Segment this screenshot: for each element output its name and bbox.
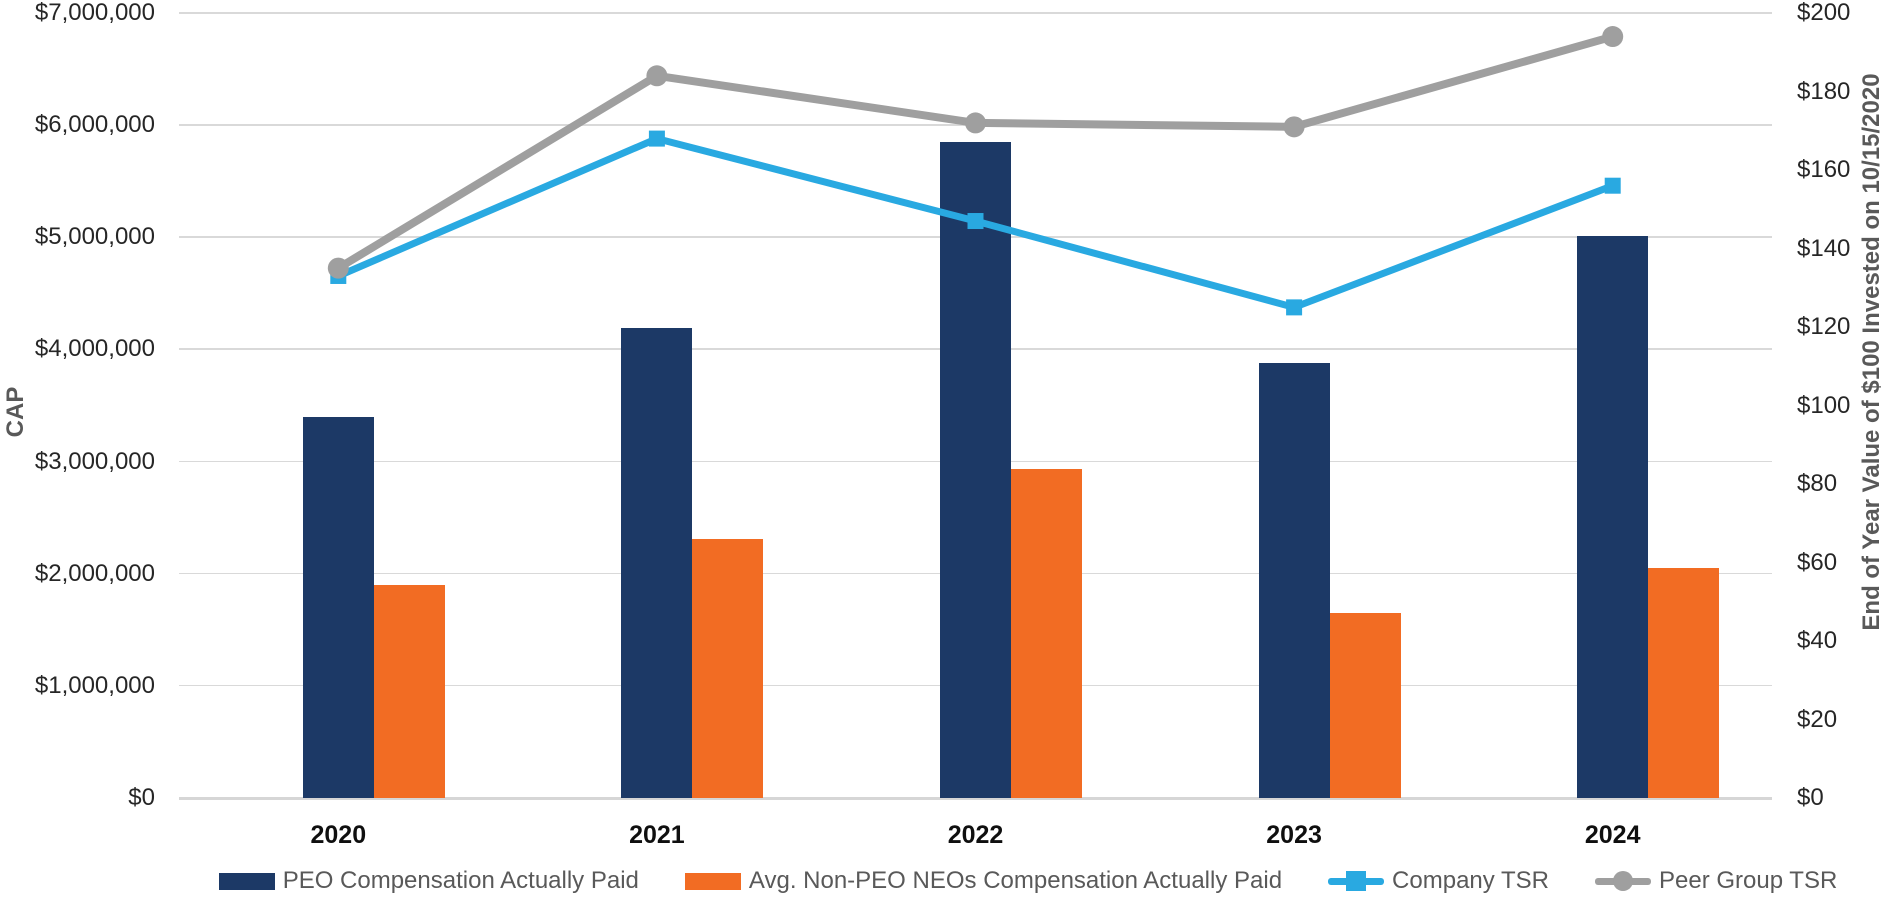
left-axis-title: CAP (2, 386, 29, 438)
bar-nonpeo-cap (1011, 469, 1082, 798)
right-axis-tick: $180 (1797, 77, 1851, 105)
legend-line-swatch-icon (1595, 870, 1651, 892)
right-axis-tick: $200 (1797, 0, 1851, 26)
company-tsr-marker (1286, 299, 1303, 316)
legend-label: Avg. Non-PEO NEOs Compensation Actually … (748, 867, 1283, 894)
bar-nonpeo-cap (1329, 612, 1401, 798)
legend-item-peo-compensation-actually-paid: PEO Compensation Actually Paid (218, 866, 639, 896)
company-tsr-marker (648, 130, 665, 147)
right-axis-tick: $140 (1797, 234, 1851, 262)
legend-circle-marker-icon (1613, 871, 1633, 891)
legend-label: Company TSR (1392, 867, 1549, 894)
peer-group-tsr-marker (327, 257, 349, 279)
legend-bar-swatch-icon (684, 872, 741, 890)
legend-label: Peer Group TSR (1659, 867, 1838, 894)
right-axis-tick: $40 (1797, 627, 1838, 654)
right-axis-tick: $80 (1797, 470, 1838, 497)
bar-peo-cap (621, 328, 693, 798)
left-axis-tick: $2,000,000 (34, 559, 155, 587)
peer-group-tsr-line (334, 32, 1617, 273)
left-axis-tick: $5,000,000 (34, 223, 155, 251)
legend-label: PEO Compensation Actually Paid (282, 867, 639, 894)
legend: PEO Compensation Actually Paid Avg. Non-P… (0, 860, 1892, 902)
left-axis-tick: $0 (128, 784, 155, 811)
right-axis-title: End of Year Value of $100 Invested on 10… (1858, 73, 1885, 631)
bar-nonpeo-cap (1648, 568, 1720, 798)
legend-item-peer-group-tsr: Peer Group TSR (1595, 866, 1837, 896)
gridline (179, 12, 1772, 14)
x-axis-label: 2023 (1266, 821, 1322, 849)
legend-line-swatch-icon (1328, 870, 1385, 892)
left-axis-tick: $1,000,000 (34, 671, 155, 699)
legend-item-company-tsr: Company TSR (1328, 866, 1549, 896)
right-axis-tick: $60 (1797, 548, 1838, 576)
x-axis-label: 2021 (629, 821, 685, 849)
right-axis-tick: $100 (1797, 391, 1851, 419)
peer-group-tsr-marker (965, 112, 986, 134)
tsr-lines-layer (327, 26, 1624, 316)
peer-group-tsr-marker (1283, 116, 1305, 138)
bar-nonpeo-cap (373, 584, 445, 798)
bar-peo-cap (1577, 236, 1649, 798)
right-axis-tick: $120 (1797, 313, 1851, 340)
legend-bar-swatch-icon (218, 872, 275, 890)
peer-group-tsr-marker (646, 65, 668, 87)
peer-group-tsr-marker (1602, 26, 1624, 48)
right-axis-tick: $160 (1797, 156, 1851, 183)
left-axis-tick: $4,000,000 (34, 335, 155, 363)
left-axis-tick: $7,000,000 (34, 0, 155, 26)
bar-peo-cap (302, 416, 374, 798)
x-axis-label: 2024 (1584, 821, 1641, 849)
right-axis-tick: $0 (1797, 784, 1824, 811)
left-axis-tick: $6,000,000 (34, 111, 155, 139)
x-axis-line (179, 797, 1772, 800)
bar-nonpeo-cap (692, 538, 764, 798)
left-axis-tick: $3,000,000 (34, 447, 155, 475)
legend-square-marker-icon (1346, 871, 1367, 891)
legend-item-avg-non-peo-neos-compensation-actually-paid: Avg. Non-PEO NEOs Compensation Actually … (684, 866, 1283, 896)
company-tsr-marker (967, 213, 984, 230)
x-axis-label: 2020 (310, 821, 367, 849)
company-tsr-marker (1604, 177, 1621, 194)
bar-peo-cap (940, 141, 1011, 798)
bar-peo-cap (1258, 362, 1330, 798)
right-axis-tick: $20 (1797, 705, 1838, 733)
x-axis-label: 2022 (947, 821, 1004, 849)
